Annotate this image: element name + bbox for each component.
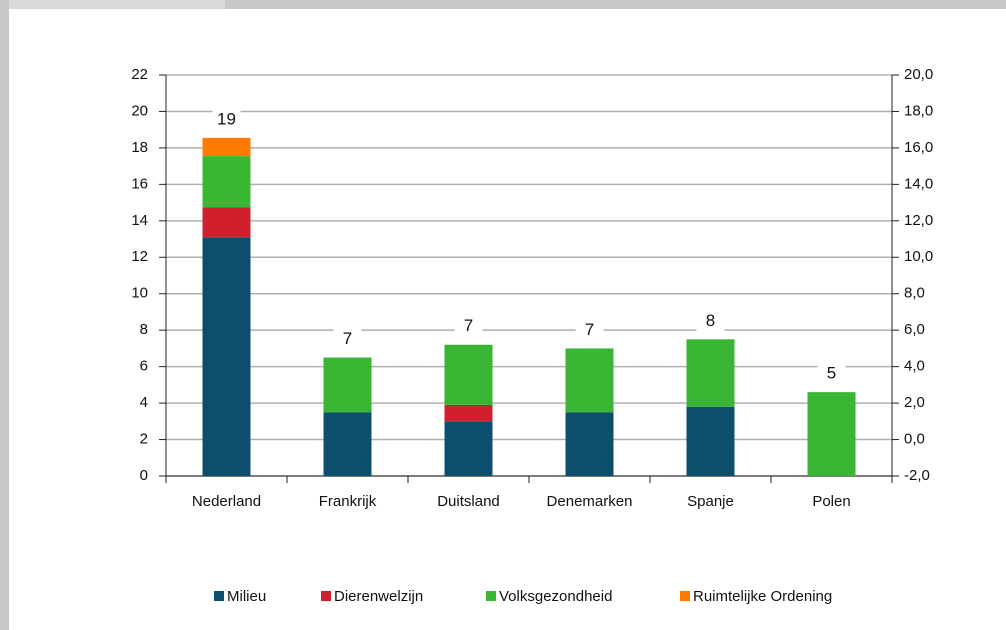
total-label-bg bbox=[333, 327, 362, 350]
bar-segment bbox=[323, 412, 372, 476]
x-tick-label: Polen bbox=[812, 493, 850, 510]
x-tick-label: Spanje bbox=[687, 493, 734, 510]
bar-segment bbox=[686, 339, 735, 407]
bar-segment bbox=[323, 357, 372, 413]
y-tick-label: 6 bbox=[140, 358, 148, 375]
legend-label: Ruimtelijke Ordening bbox=[693, 588, 832, 605]
total-label-bg bbox=[454, 314, 483, 337]
x-tick-label: Denemarken bbox=[547, 493, 633, 510]
bar-segment bbox=[202, 237, 251, 476]
total-label: 19 bbox=[217, 109, 236, 128]
y-tick-label: 4 bbox=[140, 394, 148, 411]
y2-tick-label: -2,0 bbox=[904, 467, 930, 484]
total-label: 5 bbox=[827, 364, 836, 383]
legend-label: Dierenwelzijn bbox=[334, 588, 423, 605]
x-tick-label: Frankrijk bbox=[319, 493, 377, 510]
legend-swatch bbox=[680, 591, 690, 601]
legend-label: Volksgezondheid bbox=[499, 588, 612, 605]
y2-tick-label: 10,0 bbox=[904, 248, 933, 265]
y-tick-label: 16 bbox=[131, 175, 148, 192]
bar-segment bbox=[807, 392, 856, 476]
y-tick-label: 2 bbox=[140, 431, 148, 448]
y-tick-label: 22 bbox=[131, 66, 148, 83]
total-label-bg bbox=[817, 362, 846, 385]
y-tick-label: 18 bbox=[131, 139, 148, 156]
bar-segment bbox=[444, 404, 493, 422]
bar-segment bbox=[444, 421, 493, 476]
y-tick-label: 10 bbox=[131, 285, 148, 302]
total-label-bg bbox=[575, 318, 604, 341]
y-tick-label: 12 bbox=[131, 248, 148, 265]
y-tick-label: 8 bbox=[140, 321, 148, 338]
bar-segment bbox=[565, 348, 614, 413]
total-label: 7 bbox=[585, 320, 594, 339]
y-tick-label: 14 bbox=[131, 212, 148, 229]
legend-label: Milieu bbox=[227, 588, 266, 605]
top-tab bbox=[0, 0, 225, 9]
y2-tick-label: 2,0 bbox=[904, 394, 925, 411]
legend-swatch bbox=[321, 591, 331, 601]
y2-tick-label: 18,0 bbox=[904, 102, 933, 119]
left-frame bbox=[0, 0, 9, 630]
bar-segment bbox=[686, 406, 735, 476]
y2-tick-label: 12,0 bbox=[904, 212, 933, 229]
y2-tick-label: 6,0 bbox=[904, 321, 925, 338]
y2-tick-label: 4,0 bbox=[904, 358, 925, 375]
y2-tick-label: 20,0 bbox=[904, 66, 933, 83]
y2-tick-label: 16,0 bbox=[904, 139, 933, 156]
legend-swatch bbox=[214, 591, 224, 601]
top-frame bbox=[0, 0, 1006, 9]
bar-segment bbox=[444, 344, 493, 405]
total-label-bg bbox=[212, 107, 241, 130]
y2-tick-label: 0,0 bbox=[904, 431, 925, 448]
total-label: 7 bbox=[343, 329, 352, 348]
bar-segment bbox=[202, 207, 251, 238]
y-tick-label: 0 bbox=[140, 467, 148, 484]
x-tick-label: Nederland bbox=[192, 493, 261, 510]
y2-tick-label: 14,0 bbox=[904, 175, 933, 192]
y-tick-label: 20 bbox=[131, 102, 148, 119]
y2-tick-label: 8,0 bbox=[904, 285, 925, 302]
x-tick-label: Duitsland bbox=[437, 493, 500, 510]
bar-segment bbox=[202, 137, 251, 157]
total-label: 7 bbox=[464, 316, 473, 335]
total-label: 8 bbox=[706, 311, 715, 330]
legend-swatch bbox=[486, 591, 496, 601]
bar-segment bbox=[565, 412, 614, 476]
total-label-bg bbox=[696, 309, 725, 332]
bar-segment bbox=[202, 156, 251, 208]
